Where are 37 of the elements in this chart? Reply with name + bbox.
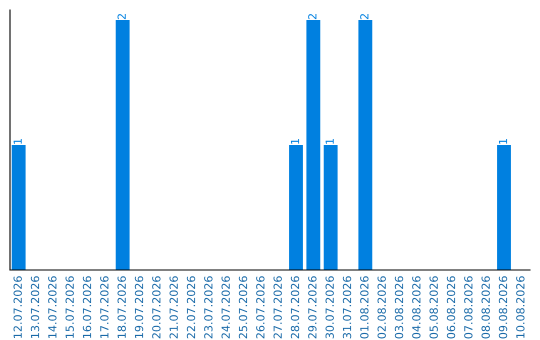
x-tick-label: 05.08.2026 (429, 276, 438, 338)
x-tick-label: 24.07.2026 (221, 276, 230, 338)
x-tick-label: 09.08.2026 (498, 276, 508, 338)
x-tick-label: 15.07.2026 (65, 276, 74, 338)
x-tick-label: 08.08.2026 (481, 276, 490, 338)
x-tick-label: 28.07.2026 (290, 276, 300, 338)
x-tick-label: 29.07.2026 (308, 276, 317, 338)
x-tick-label: 30.07.2026 (325, 276, 334, 338)
data-label: 2 (117, 14, 126, 20)
x-tick-label: 21.07.2026 (169, 276, 178, 338)
x-tick-label: 03.08.2026 (394, 276, 404, 338)
x-tick-label: 07.08.2026 (464, 276, 473, 338)
x-tick-label: 02.08.2026 (377, 276, 386, 338)
data-label: 1 (14, 138, 22, 144)
x-tick-label: 23.07.2026 (204, 276, 213, 338)
x-tick-label: 27.07.2026 (273, 276, 282, 338)
data-label: 2 (360, 14, 368, 20)
data-label: 1 (498, 138, 508, 144)
x-tick-label: 06.08.2026 (446, 276, 456, 338)
x-tick-label: 04.08.2026 (412, 276, 421, 338)
data-label: 1 (290, 138, 300, 144)
x-tick-label: 16.07.2026 (82, 276, 92, 338)
x-tick-label: 31.07.2026 (342, 276, 352, 338)
x-tick-label: 18.07.2026 (117, 276, 126, 338)
x-tick-label: 20.07.2026 (152, 276, 161, 338)
x-tick-label: 26.07.2026 (256, 276, 265, 338)
x-tick-label: 13.07.2026 (30, 276, 40, 338)
x-tick-label: 19.07.2026 (134, 276, 144, 338)
x-tick-label: 25.07.2026 (238, 276, 248, 338)
data-label: 2 (308, 14, 316, 20)
x-tick-label: 01.08.2026 (360, 276, 369, 338)
data-label: 1 (326, 138, 334, 144)
x-tick-label: 14.07.2026 (48, 276, 57, 338)
x-tick-label: 22.07.2026 (186, 276, 196, 338)
x-tick-label: 12.07.2026 (13, 276, 22, 338)
x-tick-label: 17.07.2026 (100, 276, 109, 338)
x-tick-label: 10.08.2026 (516, 276, 525, 338)
